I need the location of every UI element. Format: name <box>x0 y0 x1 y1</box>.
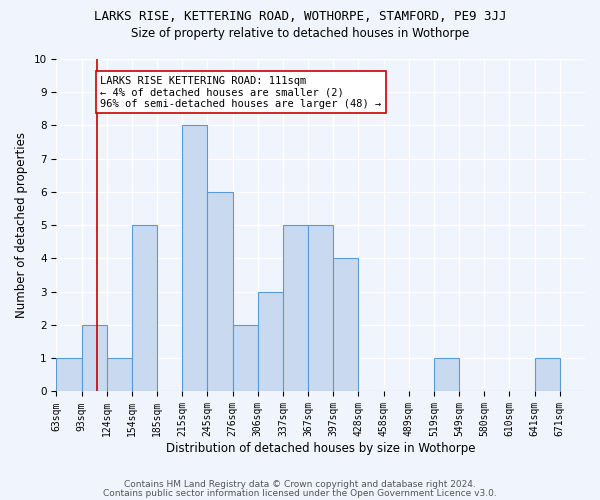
Bar <box>107 358 132 392</box>
Bar <box>132 225 157 392</box>
Bar <box>535 358 560 392</box>
Bar <box>283 225 308 392</box>
Text: LARKS RISE KETTERING ROAD: 111sqm
← 4% of detached houses are smaller (2)
96% of: LARKS RISE KETTERING ROAD: 111sqm ← 4% o… <box>100 76 382 109</box>
Bar <box>208 192 233 392</box>
X-axis label: Distribution of detached houses by size in Wothorpe: Distribution of detached houses by size … <box>166 442 475 455</box>
Bar <box>258 292 283 392</box>
Bar <box>233 325 258 392</box>
Text: Size of property relative to detached houses in Wothorpe: Size of property relative to detached ho… <box>131 28 469 40</box>
Bar <box>434 358 459 392</box>
Text: Contains HM Land Registry data © Crown copyright and database right 2024.: Contains HM Land Registry data © Crown c… <box>124 480 476 489</box>
Text: LARKS RISE, KETTERING ROAD, WOTHORPE, STAMFORD, PE9 3JJ: LARKS RISE, KETTERING ROAD, WOTHORPE, ST… <box>94 10 506 23</box>
Y-axis label: Number of detached properties: Number of detached properties <box>15 132 28 318</box>
Bar <box>308 225 333 392</box>
Bar <box>333 258 358 392</box>
Text: Contains public sector information licensed under the Open Government Licence v3: Contains public sector information licen… <box>103 490 497 498</box>
Bar <box>56 358 82 392</box>
Bar <box>182 126 208 392</box>
Bar <box>82 325 107 392</box>
